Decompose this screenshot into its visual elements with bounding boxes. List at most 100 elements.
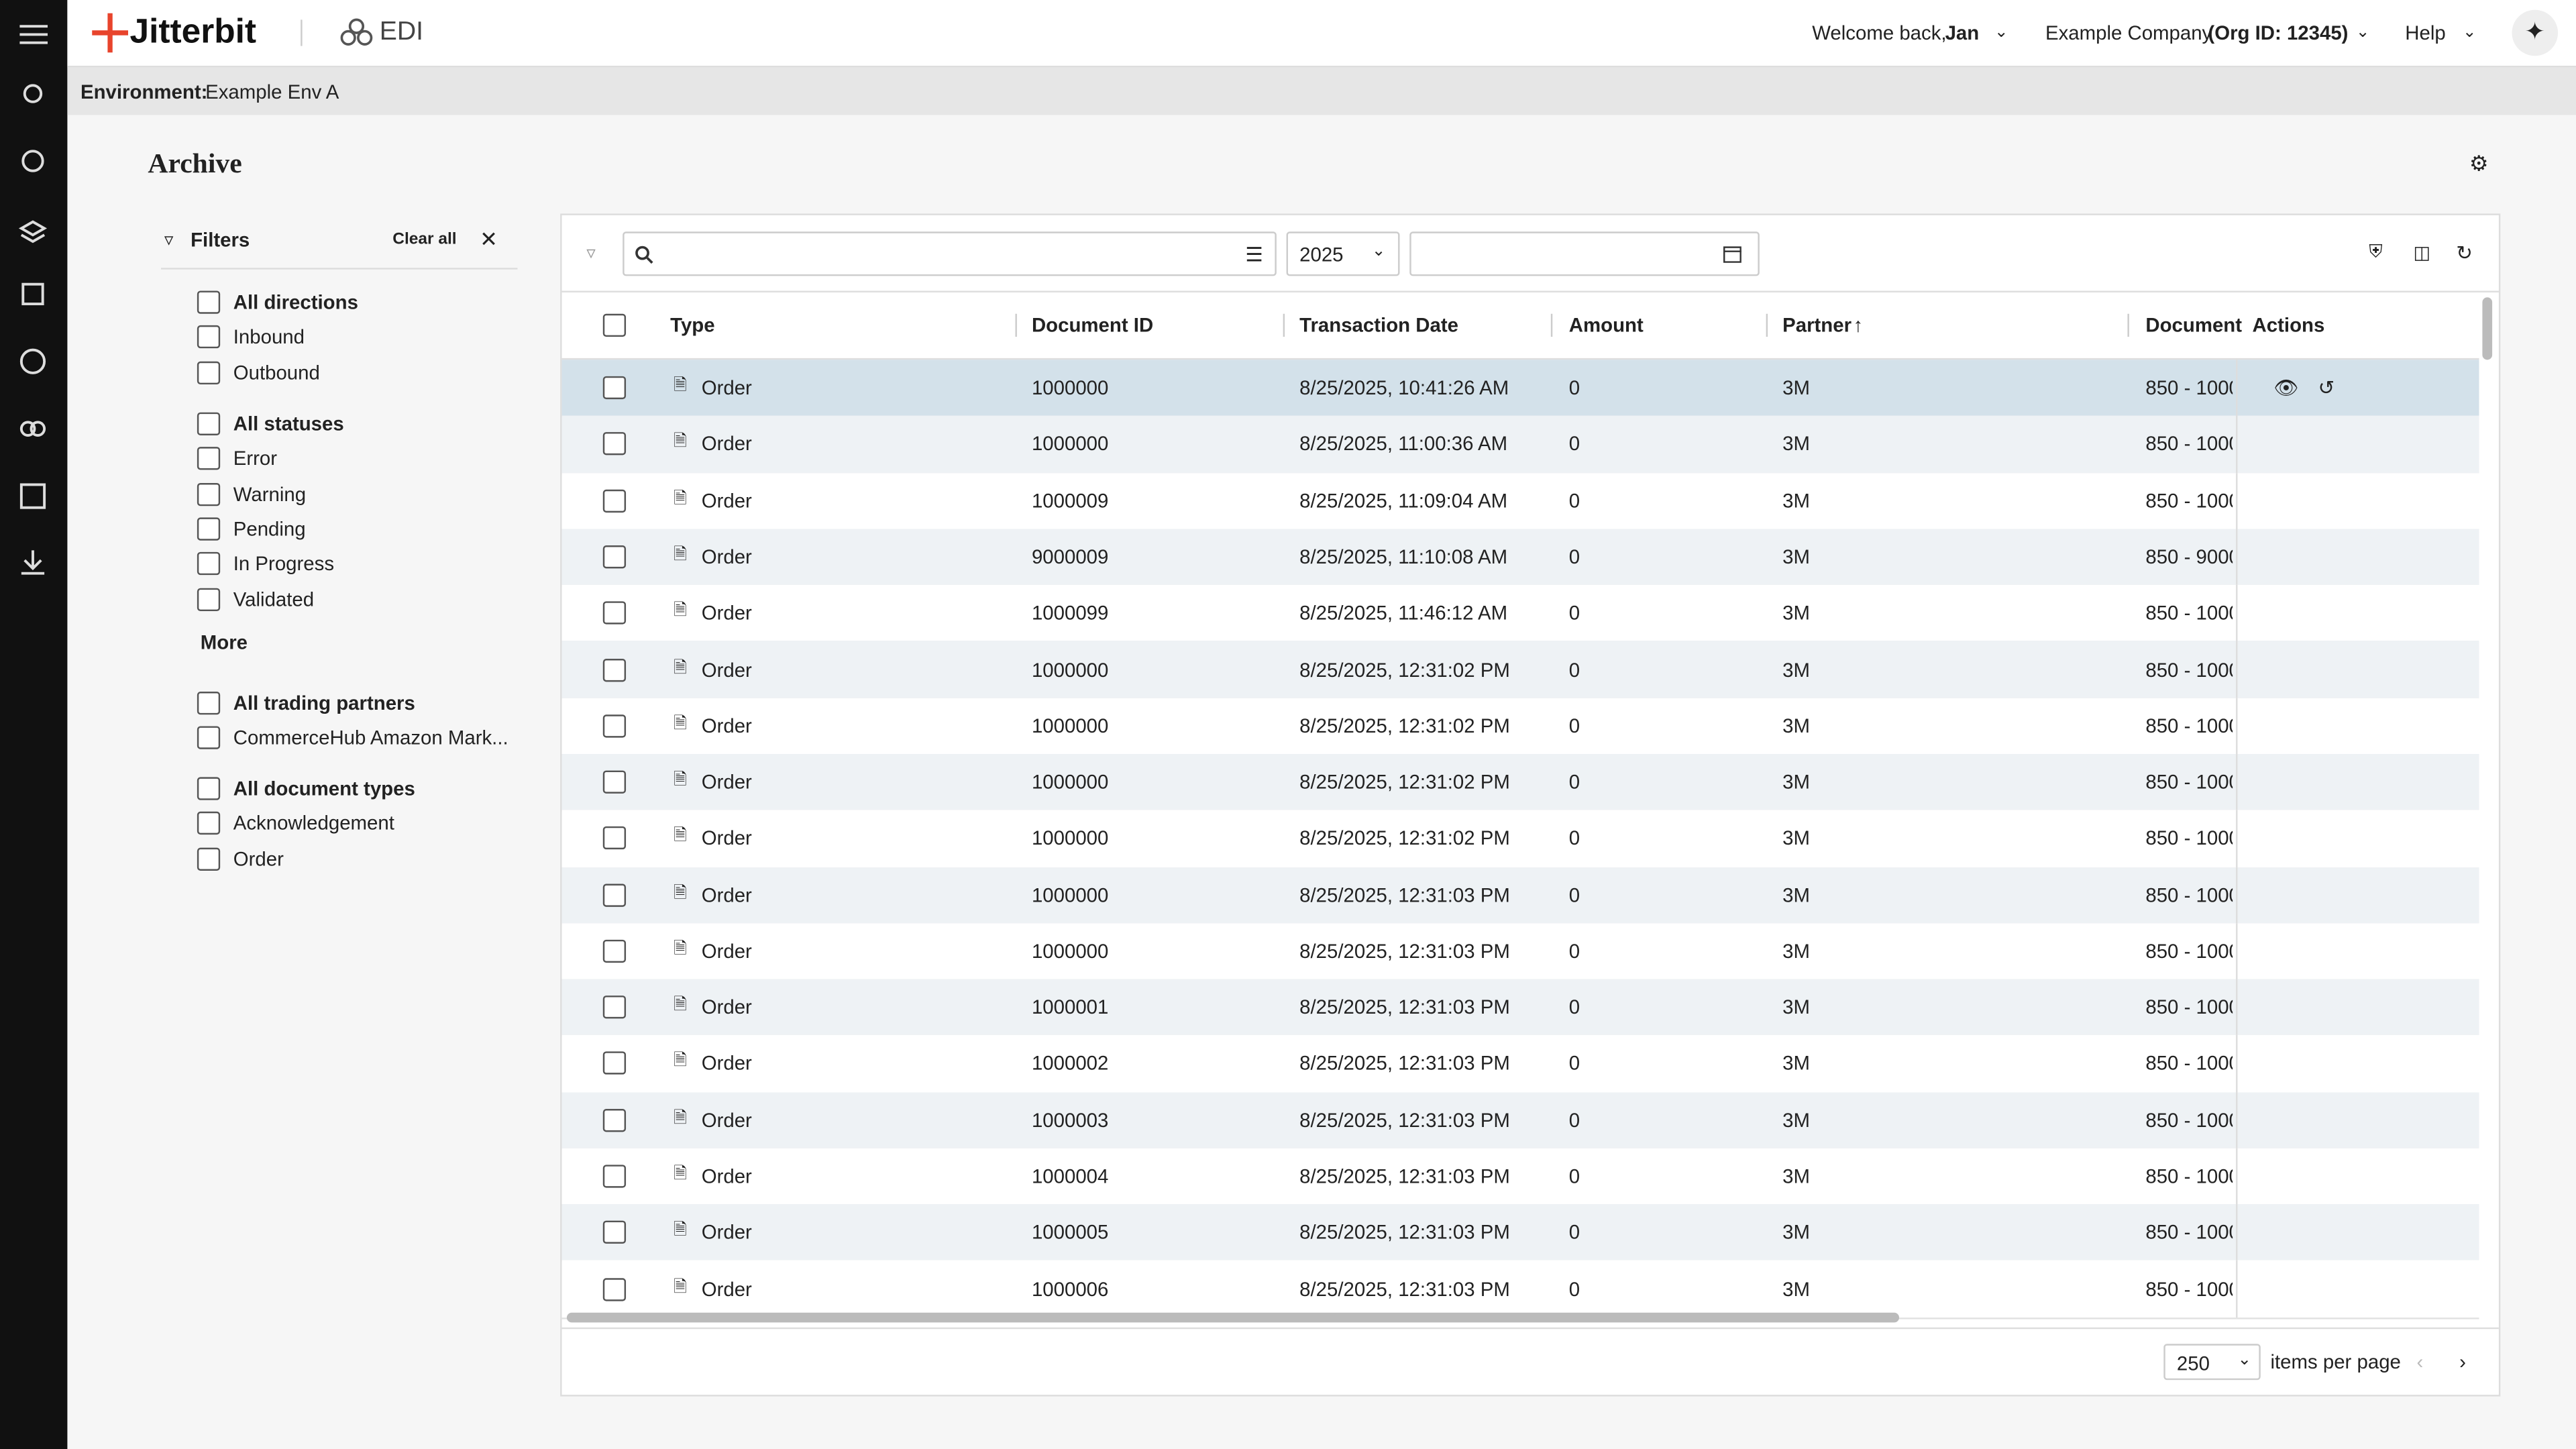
checkbox[interactable]: [197, 517, 221, 541]
page-size-select[interactable]: 250 ⌄: [2163, 1344, 2261, 1381]
filter-option[interactable]: Error: [233, 447, 278, 471]
checkbox[interactable]: [602, 601, 627, 625]
prev-page[interactable]: ‹: [2416, 1350, 2424, 1374]
checkbox[interactable]: [602, 433, 627, 456]
checkbox[interactable]: [197, 587, 221, 610]
more-link[interactable]: More: [200, 631, 248, 654]
checkbox[interactable]: [602, 826, 627, 851]
checkbox[interactable]: [602, 1052, 627, 1075]
history-action[interactable]: ↺: [2318, 376, 2335, 400]
checkbox[interactable]: [602, 770, 627, 794]
checkbox[interactable]: [602, 1165, 627, 1188]
table-row[interactable]: 🗎 Order 1000003 8/25/2025, 12:31:03 PM 0 3M 85…: [561, 1091, 2479, 1150]
checkbox[interactable]: [602, 313, 627, 337]
chevron[interactable]: ⌄: [1994, 23, 2008, 42]
filter-toggle[interactable]: ▿: [586, 244, 596, 264]
table-row[interactable]: 🗎 Order 1000000 8/25/2025, 12:31:03 PM 0 3M 85…: [561, 922, 2479, 981]
date-picker[interactable]: [1409, 231, 1760, 276]
view-action[interactable]: 👁: [2273, 376, 2299, 400]
checkbox[interactable]: [602, 657, 627, 682]
filter-option[interactable]: Inbound: [233, 325, 305, 349]
checkbox[interactable]: [197, 360, 221, 384]
filter-option[interactable]: All statuses: [233, 412, 344, 435]
table-row[interactable]: 🗎 Order 1000000 8/25/2025, 11:00:36 AM 0 3M 85…: [561, 416, 2479, 474]
column-header[interactable]: Type: [670, 313, 715, 337]
help[interactable]: Help: [2405, 21, 2446, 45]
checkbox[interactable]: [602, 488, 627, 513]
checkbox[interactable]: [197, 812, 221, 835]
checkbox[interactable]: [602, 1221, 627, 1244]
checkbox[interactable]: [197, 552, 221, 576]
column-header[interactable]: Document: [2145, 313, 2243, 337]
filter-option[interactable]: In Progress: [233, 552, 335, 576]
user[interactable]: Jan: [1945, 21, 1980, 45]
checkbox[interactable]: [197, 290, 221, 314]
checkbox[interactable]: [602, 939, 627, 963]
table-row[interactable]: 🗎 Order 1000000 8/25/2025, 12:31:02 PM 0 3M 85…: [561, 810, 2479, 869]
checkbox[interactable]: [197, 777, 221, 800]
checkbox[interactable]: [602, 1108, 627, 1132]
checkbox[interactable]: [602, 376, 627, 400]
checkbox[interactable]: [197, 847, 221, 870]
column-header[interactable]: Document ID: [1031, 313, 1154, 337]
ai-button[interactable]: ✦: [2512, 9, 2559, 56]
filter-option[interactable]: Acknowledgement: [233, 812, 394, 835]
clear-all[interactable]: Clear all: [392, 231, 457, 250]
shield[interactable]: ⛨: [2369, 242, 2383, 262]
column-header[interactable]: Amount: [1568, 313, 1644, 337]
company[interactable]: Example Company: [2045, 21, 2212, 45]
sidebar-icons[interactable]: [0, 0, 67, 592]
chevron[interactable]: ⌄: [2355, 23, 2370, 42]
table-row[interactable]: 🗎 Order 1000002 8/25/2025, 12:31:03 PM 0 3M 85…: [561, 1035, 2479, 1094]
checkbox[interactable]: [197, 325, 221, 349]
filter-option[interactable]: Order: [233, 847, 284, 870]
refresh[interactable]: ↻: [2456, 241, 2473, 265]
checkbox[interactable]: [602, 545, 627, 569]
close[interactable]: ✕: [480, 226, 498, 252]
filter-option[interactable]: All document types: [233, 777, 415, 800]
checkbox[interactable]: [197, 727, 221, 750]
search-box[interactable]: ☰: [623, 231, 1277, 276]
checkbox[interactable]: [602, 883, 627, 906]
table-row[interactable]: 🗎 Order 1000000 8/25/2025, 10:41:26 AM 0 3M 85…: [561, 360, 2479, 418]
column-header[interactable]: Partner: [1782, 313, 1852, 337]
filter-option[interactable]: CommerceHub Amazon Mark...: [233, 727, 508, 750]
v-scrollbar[interactable]: [2482, 297, 2493, 360]
year-select[interactable]: 2025 ⌄: [1286, 231, 1400, 276]
filter-option[interactable]: All directions: [233, 290, 358, 314]
filter-option[interactable]: Validated: [233, 587, 315, 610]
search-options[interactable]: ☰: [1245, 243, 1263, 266]
settings[interactable]: ⚙: [2469, 151, 2489, 176]
table-row[interactable]: 🗎 Order 1000000 8/25/2025, 12:31:02 PM 0 3M 85…: [561, 698, 2479, 756]
chevron: ⌄: [1371, 242, 1386, 261]
checkbox[interactable]: [197, 482, 221, 506]
checkbox[interactable]: [602, 714, 627, 738]
filter-option[interactable]: Pending: [233, 517, 306, 541]
checkbox[interactable]: [197, 447, 221, 471]
table-row[interactable]: 🗎 Order 1000005 8/25/2025, 12:31:03 PM 0 3M 85…: [561, 1204, 2479, 1263]
table-row[interactable]: 🗎 Order 1000000 8/25/2025, 12:31:03 PM 0 3M 85…: [561, 866, 2479, 925]
checkbox[interactable]: [197, 412, 221, 435]
chevron[interactable]: ⌄: [2463, 23, 2477, 42]
table-row[interactable]: 🗎 Order 1000006 8/25/2025, 12:31:03 PM 0 3M 85…: [561, 1260, 2479, 1319]
table-row[interactable]: 🗎 Order 1000009 8/25/2025, 11:09:04 AM 0 3M 85…: [561, 472, 2479, 531]
checkbox[interactable]: [602, 1277, 627, 1301]
next-page[interactable]: ›: [2459, 1350, 2466, 1374]
filter-option[interactable]: Warning: [233, 482, 307, 506]
table-row[interactable]: 🗎 Order 1000004 8/25/2025, 12:31:03 PM 0 3M 85…: [561, 1148, 2479, 1206]
columns[interactable]: ◫: [2413, 244, 2431, 264]
checkbox[interactable]: [197, 692, 221, 715]
table-cell: 850 - 1000: [2145, 1277, 2233, 1301]
table-row[interactable]: 🗎 Order 1000001 8/25/2025, 12:31:03 PM 0 3M 85…: [561, 979, 2479, 1038]
table-row[interactable]: 🗎 Order 9000009 8/25/2025, 11:10:08 AM 0 3M 85…: [561, 529, 2479, 587]
checkbox[interactable]: [602, 996, 627, 1019]
table-row[interactable]: 🗎 Order 1000000 8/25/2025, 12:31:02 PM 0 3M 85…: [561, 641, 2479, 700]
column-header[interactable]: Transaction Date: [1299, 313, 1458, 337]
filter-option[interactable]: Outbound: [233, 360, 320, 384]
filter-option[interactable]: All trading partners: [233, 692, 415, 715]
column-header[interactable]: Actions: [2252, 313, 2325, 337]
h-scrollbar[interactable]: [566, 1312, 1900, 1323]
table-row[interactable]: 🗎 Order 1000000 8/25/2025, 12:31:02 PM 0 3M 85…: [561, 753, 2479, 812]
table-row[interactable]: 🗎 Order 1000099 8/25/2025, 11:46:12 AM 0 3M 85…: [561, 585, 2479, 643]
sort-icon[interactable]: ↑: [1853, 313, 1864, 337]
